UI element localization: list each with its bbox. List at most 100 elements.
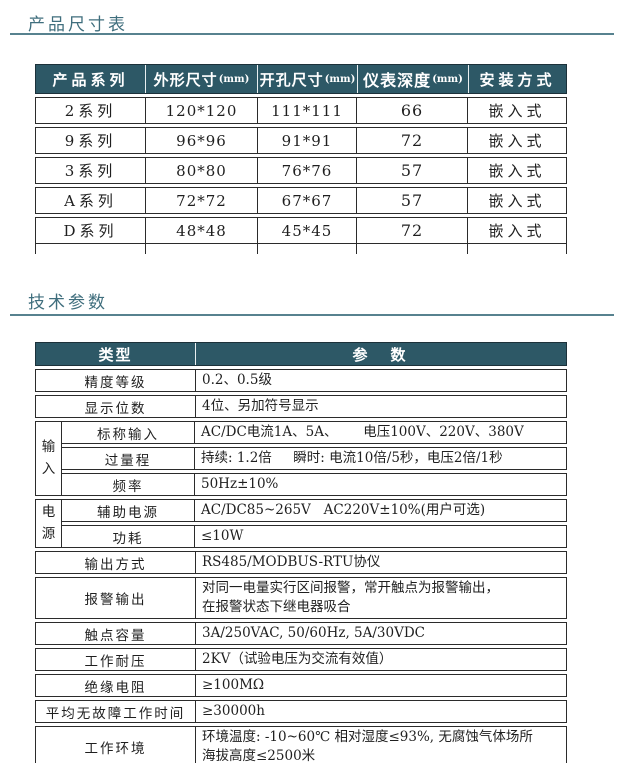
dimension-header-cell: 开孔尺寸 (mm) [258, 65, 358, 93]
dimension-table-row: A系列 72*72 67*67 57 嵌入式 [35, 187, 567, 214]
tech-table-row: 工作环境 环境温度: -10~60℃ 相对湿度≤93%, 无腐蚀气体场所 海拔高度… [35, 726, 567, 763]
tech-table-header: 类型 参 数 [35, 342, 567, 366]
group-label: 输 入 [35, 421, 62, 496]
param-label: 过量程 [62, 448, 195, 469]
header-label: 仪表深度 [363, 71, 432, 90]
dimension-title-rule [10, 33, 614, 35]
param-value: 持续: 1.2倍 瞬时: 电流10倍/5秒，电压2倍/1秒 [201, 450, 503, 466]
dimension-cell: 96*96 [146, 128, 258, 153]
param-value: 2KV（试验电压为交流有效值） [202, 651, 393, 667]
dimension-table-row: 2系列 120*120 111*111 66 嵌入式 [35, 97, 567, 124]
param-value: 环境温度: -10~60℃ 相对湿度≤93%, 无腐蚀气体场所 海拔高度≤250… [202, 729, 533, 763]
dimension-table-edge-stub [35, 244, 567, 254]
dimension-cell: 嵌入式 [488, 132, 546, 150]
dimension-cell: 80*80 [146, 158, 258, 183]
dimension-cell: A系列 [36, 188, 146, 213]
param-value: ≥30000h [202, 703, 265, 719]
header-unit: (mm) [218, 73, 250, 85]
header-unit: (mm) [432, 73, 463, 85]
dimension-cell: D系列 [36, 218, 146, 243]
group-label: 电 源 [35, 499, 62, 548]
tech-table-row: 报警输出 对同一电量实行区间报警，常开触点为报警输出， 在报警状态下继电器吸合 [35, 577, 567, 619]
param-value: 对同一电量实行区间报警，常开触点为报警输出， 在报警状态下继电器吸合 [202, 580, 499, 615]
tech-table-row: 平均无故障工作时间 ≥30000h [35, 700, 567, 723]
param-label: 精度等级 [36, 370, 196, 391]
param-label: 辅助电源 [62, 500, 195, 521]
dimension-cell: 67*67 [258, 188, 357, 213]
param-label: 绝缘电阻 [36, 675, 196, 696]
tech-table-row: 功耗 ≤10W [62, 525, 567, 548]
dimension-cell: 72*72 [146, 188, 258, 213]
param-label: 频率 [62, 474, 195, 495]
tech-header-params: 参 数 [352, 345, 410, 364]
param-value: ≤10W [201, 528, 244, 544]
param-value: 4位、另加符号显示 [202, 398, 319, 414]
dimension-header-cell: 仪表深度 (mm) [358, 65, 469, 93]
param-value: RS485/MODBUS-RTU协仪 [202, 554, 381, 570]
dimension-section-title: 产品尺寸表 [28, 15, 128, 35]
dimension-table-header: 产品系列 外形尺寸 (mm) 开孔尺寸 (mm) 仪表深度 (mm) 安装方式 [35, 64, 567, 94]
dimension-header-cell: 产品系列 [36, 65, 146, 93]
tech-title-rule [10, 314, 614, 316]
header-unit: (mm) [324, 73, 356, 85]
dimension-cell: 3系列 [36, 158, 146, 183]
tech-table-row: 辅助电源 AC/DC85~265V AC220V±10%(用户可选) [62, 499, 567, 522]
tech-table-row: 频率 50Hz±10% [62, 473, 567, 496]
dimension-table-rows: 2系列 120*120 111*111 66 嵌入式 9系列 96*96 91*91 72 嵌入式… [35, 97, 567, 244]
param-label: 工作环境 [36, 727, 196, 763]
tech-section-title: 技术参数 [28, 293, 108, 313]
dimension-cell: 嵌入式 [488, 162, 546, 180]
dimension-cell: 91*91 [258, 128, 357, 153]
tech-table-row: 绝缘电阻 ≥100MΩ [35, 674, 567, 697]
tech-header-type: 类型 [36, 343, 196, 365]
param-value: ≥100MΩ [202, 677, 265, 693]
dimension-cell: 76*76 [258, 158, 357, 183]
tech-table-row: 精度等级 0.2、0.5级 [35, 369, 567, 392]
technical-parameters-table: 类型 参 数 精度等级 0.2、0.5级 显示位数 4位、另加符号显示输 入标称输入 A… [35, 342, 567, 763]
dimension-cell: 72 [357, 128, 468, 153]
tech-table-group: 输 入标称输入 AC/DC电流1A、5A、 电压100V、220V、380V 过量程… [35, 421, 567, 496]
dimension-header-cell: 安装方式 [469, 65, 566, 93]
header-label: 产品系列 [52, 70, 129, 89]
param-label: 平均无故障工作时间 [36, 701, 196, 722]
dimension-table-row: 3系列 80*80 76*76 57 嵌入式 [35, 157, 567, 184]
tech-table-row: 过量程 持续: 1.2倍 瞬时: 电流10倍/5秒，电压2倍/1秒 [62, 447, 567, 470]
tech-table-row: 触点容量 3A/250VAC, 50/60Hz, 5A/30VDC [35, 622, 567, 645]
param-label: 显示位数 [36, 396, 196, 417]
param-value: 50Hz±10% [201, 476, 279, 492]
param-value: AC/DC85~265V AC220V±10%(用户可选) [201, 502, 486, 518]
dimension-header-cell: 外形尺寸 (mm) [146, 65, 258, 93]
tech-table-row: 工作耐压 2KV（试验电压为交流有效值） [35, 648, 567, 671]
dimension-cell: 48*48 [146, 218, 258, 243]
param-label: 输出方式 [36, 552, 196, 573]
param-value: 3A/250VAC, 50/60Hz, 5A/30VDC [202, 625, 426, 641]
dimension-cell: 120*120 [146, 98, 258, 123]
dimension-cell: 45*45 [258, 218, 357, 243]
param-label: 功耗 [62, 526, 195, 547]
tech-table-row: 标称输入 AC/DC电流1A、5A、 电压100V、220V、380V [62, 421, 567, 444]
tech-table-group: 电 源辅助电源 AC/DC85~265V AC220V±10%(用户可选) 功耗 ≤1… [35, 499, 567, 548]
param-label: 触点容量 [36, 623, 196, 644]
group-rows: 标称输入 AC/DC电流1A、5A、 电压100V、220V、380V 过量程 持续:… [62, 421, 567, 496]
dimension-cell: 72 [357, 218, 468, 243]
dimension-cell: 2系列 [36, 98, 146, 123]
param-value: AC/DC电流1A、5A、 电压100V、220V、380V [201, 424, 524, 440]
param-label: 报警输出 [36, 578, 196, 618]
dimension-cell: 111*111 [258, 98, 357, 123]
header-label: 开孔尺寸 [259, 70, 324, 89]
dimension-cell: 嵌入式 [488, 192, 546, 210]
param-value: 0.2、0.5级 [202, 372, 272, 388]
tech-table-row: 输出方式 RS485/MODBUS-RTU协仪 [35, 551, 567, 574]
dimension-cell: 9系列 [36, 128, 146, 153]
tech-table-row: 显示位数 4位、另加符号显示 [35, 395, 567, 418]
param-label: 标称输入 [62, 422, 195, 443]
dimension-cell: 57 [357, 188, 468, 213]
dimension-cell: 嵌入式 [488, 222, 546, 240]
dimension-table-row: 9系列 96*96 91*91 72 嵌入式 [35, 127, 567, 154]
dimension-table-row: D系列 48*48 45*45 72 嵌入式 [35, 217, 567, 244]
tech-table-rows: 精度等级 0.2、0.5级 显示位数 4位、另加符号显示输 入标称输入 AC/DC电流1… [35, 369, 567, 763]
param-label: 工作耐压 [36, 649, 196, 670]
dimension-cell: 57 [357, 158, 468, 183]
product-dimension-table: 产品系列 外形尺寸 (mm) 开孔尺寸 (mm) 仪表深度 (mm) 安装方式 2系列 120*… [35, 64, 567, 254]
